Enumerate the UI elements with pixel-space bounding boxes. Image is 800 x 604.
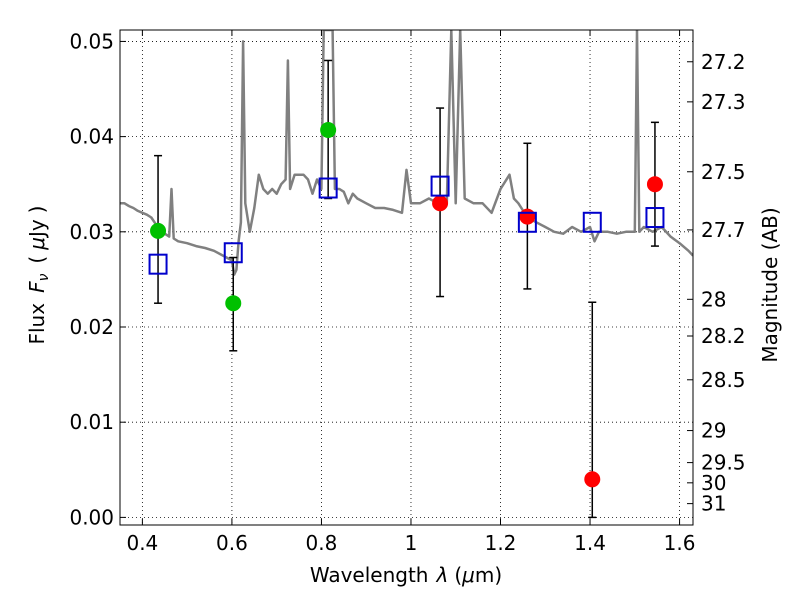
magnitude-tick-label: 28.2 [701,324,746,348]
model-flux-marker [148,253,168,275]
magnitude-axis-label: Magnitude (AB) [758,207,782,362]
magnitude-tick-label: 29 [701,419,726,443]
x-axis-ticks: 0.4 0.6 0.8 1 1.2 1.4 1.6 [126,30,695,555]
magnitude-tick-label: 27.3 [701,90,746,114]
magnitude-tick-label: 28 [701,287,726,311]
magnitude-tick-label: 28.5 [701,368,746,392]
observed-flux-point [320,121,337,138]
model-flux-marker [430,175,450,197]
x-tick-label: 0.6 [216,531,248,555]
observed-flux-point [646,176,663,193]
model-flux-marker [318,177,338,199]
spectrum-series [120,30,693,276]
x-axis-label: Wavelength λ (μm) [310,563,502,587]
magnitude-tick-label: 27.5 [701,160,746,184]
observed-flux-point [519,208,536,225]
model-flux-marker [645,207,665,229]
data-markers [148,121,665,488]
observed-flux-point [150,222,167,239]
grid-lines [120,30,693,525]
x-tick-label: 1.4 [574,531,606,555]
y-axis-label: FluxFν(μJy) [25,205,52,344]
plot-frame [119,29,694,526]
model-flux-marker [223,242,243,264]
x-tick-label: 1.2 [485,531,517,555]
observed-flux-point [584,471,601,488]
y-tick-label: 0.02 [69,315,114,339]
observed-flux-point [432,195,449,212]
x-tick-label: 1.6 [664,531,696,555]
x-tick-label: 0.8 [306,531,338,555]
magnitude-tick-label: 31 [701,492,726,516]
magnitude-tick-label: 30 [701,471,726,495]
y-axis-ticks: 0.00 0.01 0.02 0.03 0.04 0.05 [69,29,126,529]
x-tick-label: 1 [405,531,418,555]
error-bars [154,59,659,519]
y-tick-label: 0.00 [69,505,114,529]
observed-flux-point [225,295,242,312]
y-tick-label: 0.05 [69,29,114,53]
magnitude-tick-label: 27.2 [701,50,746,74]
y-tick-label: 0.04 [69,125,114,149]
x-tick-label: 0.4 [126,531,158,555]
model-flux-marker [582,211,602,233]
model-flux-marker [517,211,537,233]
magnitude-tick-label: 27.7 [701,218,746,242]
y-tick-label: 0.01 [69,410,114,434]
spectrum-line [120,30,693,276]
magnitude-tick-label: 29.5 [701,451,746,475]
y-tick-label: 0.03 [69,220,114,244]
